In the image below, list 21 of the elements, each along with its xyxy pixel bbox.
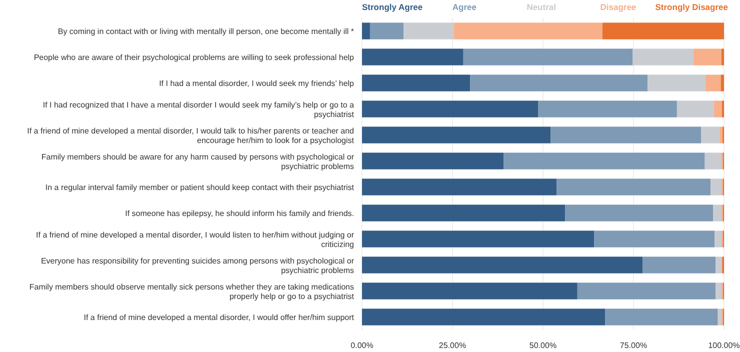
x-tick-label: 75.00% xyxy=(620,341,648,350)
x-tick-label: 100.00% xyxy=(708,341,740,350)
y-tick-label: Everyone has responsibility for preventing suicides among persons with psychological or psychiatric problems xyxy=(40,256,354,275)
y-tick-label: Family members should observe mentally sick persons whether they are taking medications properly help or go to a psychiatrist xyxy=(29,282,355,301)
y-tick-label: Family members should be aware for any harm caused by persons with psychological or psychiatric problems xyxy=(41,152,354,171)
x-tick-label: 0.00% xyxy=(350,341,374,350)
series-label: Strongly Disagree xyxy=(655,2,728,12)
y-tick-label: If a friend of mine developed a mental disorder, I would listen to her/him without judging or criticizing xyxy=(36,230,354,249)
y-tick-label: If a friend of mine developed a mental disorder, I would talk to his/her parents or teacher and encourage her/him to look for a psychologist xyxy=(27,126,355,145)
text: Agree xyxy=(452,2,477,12)
series-label: Strongly Agree xyxy=(362,2,423,12)
y-tick-label: By coming in contact with or living with mentally ill person, one become mentally ill * xyxy=(58,27,354,36)
y-tick-label: If someone has epilepsy, he should inform his family and friends. xyxy=(125,209,354,218)
x-tick-label: 50.00% xyxy=(529,341,557,350)
y-tick-label: If a friend of mine developed a mental disorder, I would offer her/him support xyxy=(84,313,355,322)
y-tick-label: In a regular interval family member or patient should keep contact with their psychiatrist xyxy=(45,183,355,192)
y-tick-label: People who are aware of their psychological problems are willing to seek professional help xyxy=(34,53,355,62)
x-tick-label: 25.00% xyxy=(438,341,466,350)
y-tick-label: If I had a mental disorder, I would seek my friends’ help xyxy=(159,79,355,88)
series-label: Disagree xyxy=(600,2,636,12)
y-tick-label: If I had recognized that I have a mental disorder I would seek my family’s help or go to a psychiatrist xyxy=(42,100,355,119)
